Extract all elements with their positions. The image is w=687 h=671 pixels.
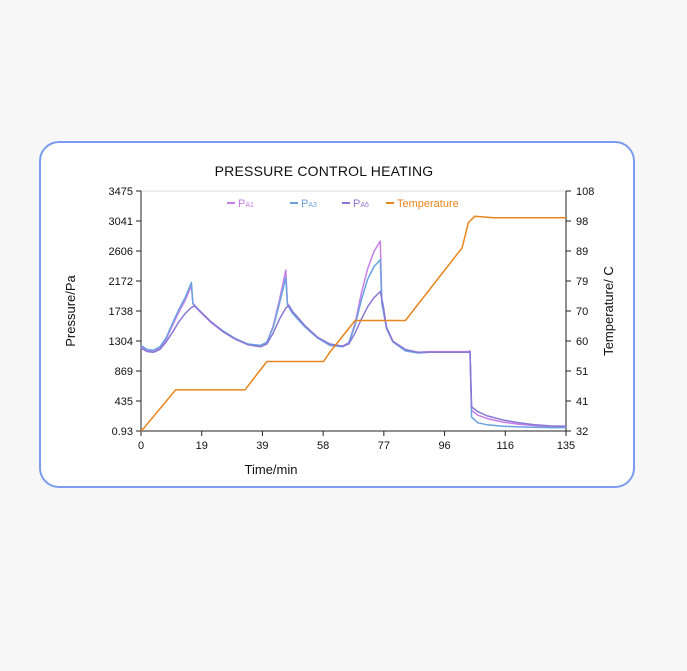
y2-tick-label: 32	[576, 426, 588, 438]
y2-tick-label: 89	[576, 246, 588, 258]
y2-tick-label: 51	[576, 366, 588, 378]
series-line-pa3	[140, 258, 566, 429]
x-tick-label: 39	[256, 440, 268, 452]
x-axis-title: Time/min	[245, 462, 298, 477]
chart-card: PRESSURE CONTROL HEATING 0.93 435 869 1304 1…	[39, 141, 635, 488]
y-tick-label: 0.93	[112, 426, 133, 438]
y-tick-label: 1738	[109, 306, 133, 318]
y2-axis-title: Temperature/ C	[601, 266, 616, 356]
series-line-pa1	[140, 240, 567, 428]
chart: PRESSURE CONTROL HEATING 0.93 435 869 1304 1…	[63, 163, 616, 477]
x-tick-label: 0	[138, 440, 144, 452]
y-tick-label: 3041	[109, 216, 133, 228]
y2-tick-label: 98	[576, 216, 588, 228]
y2-tick-label: 41	[576, 396, 588, 408]
y-axis-title: Pressure/Pa	[63, 274, 78, 346]
y-tick-label: 2606	[109, 246, 133, 258]
chart-title: PRESSURE CONTROL HEATING	[215, 163, 434, 179]
x-tick-label: 58	[317, 440, 329, 452]
x-tick-label: 96	[438, 440, 450, 452]
x-tick-label: 116	[497, 440, 515, 452]
legend-item: PA1	[238, 198, 254, 210]
x-tick-label: 77	[378, 440, 390, 452]
y2-tick-label: 70	[576, 306, 588, 318]
series-line-temperature	[140, 215, 566, 432]
y2-tick-label: 79	[576, 276, 588, 288]
y-tick-label: 2172	[109, 276, 133, 288]
y2-tick-label: 108	[576, 186, 594, 198]
y-tick-label: 1304	[109, 336, 133, 348]
x-tick-label: 135	[557, 440, 575, 452]
y-tick-label: 869	[115, 366, 133, 378]
legend-item: PA6	[353, 198, 369, 210]
y-tick-label: 435	[115, 396, 133, 408]
plot-area	[140, 190, 567, 432]
x-tick-label: 19	[196, 440, 208, 452]
legend-item: PA3	[301, 198, 317, 210]
series-line-pa6	[140, 290, 567, 427]
legend-item: Temperature	[397, 198, 459, 210]
y-tick-label: 3475	[109, 186, 133, 198]
y2-tick-label: 60	[576, 336, 588, 348]
